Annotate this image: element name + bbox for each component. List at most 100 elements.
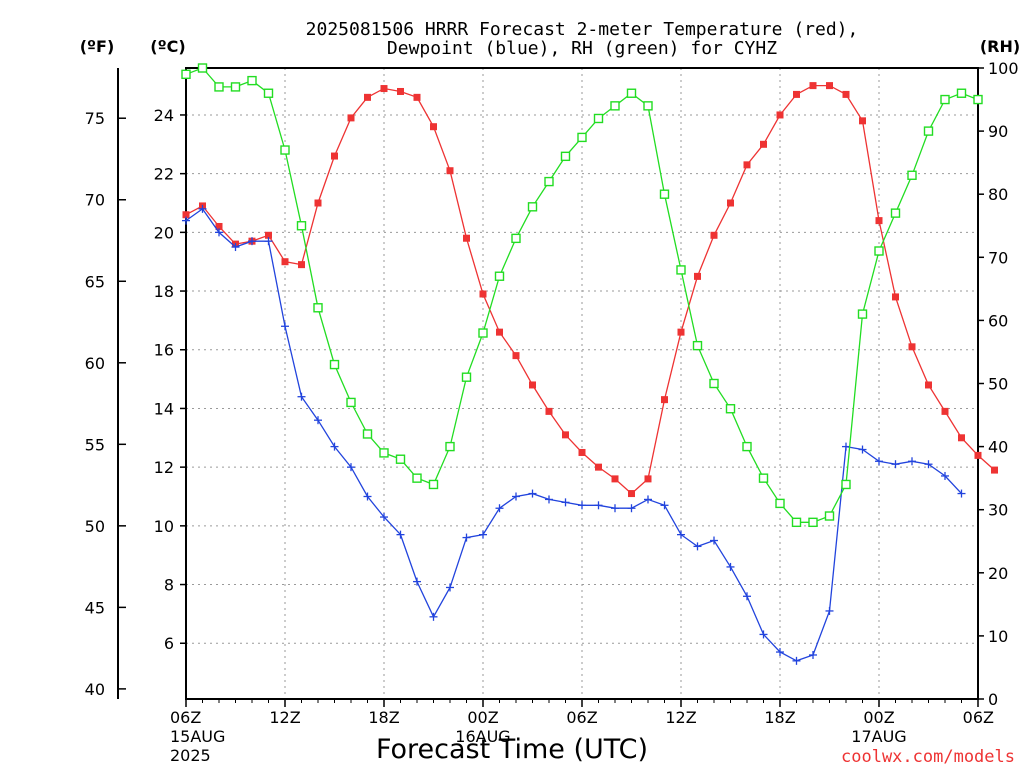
temperature-point	[496, 328, 503, 336]
date-label: 16AUG	[455, 727, 510, 746]
dewpoint-point	[594, 501, 603, 510]
rh-point	[923, 126, 934, 136]
rh-point	[791, 517, 802, 528]
dewpoint-point	[677, 530, 685, 539]
rh-point	[659, 189, 670, 199]
rh-point	[775, 498, 785, 509]
time-tick-label: 06Z	[566, 708, 597, 727]
rh-tick-label: 10	[988, 627, 1008, 646]
rh-point	[247, 75, 257, 86]
temperature-point	[644, 475, 652, 483]
rh-point	[461, 372, 472, 382]
temperature-point	[512, 352, 520, 360]
x-axis-label: Forecast Time (UTC)	[376, 734, 648, 765]
temperature-point	[793, 90, 800, 98]
dewpoint-point	[479, 530, 487, 539]
rh-point	[379, 448, 389, 458]
rh-point	[610, 101, 620, 111]
dewpoint-point	[693, 542, 702, 551]
rh-point	[692, 340, 703, 351]
rh-point	[742, 441, 752, 452]
temperature-point	[974, 451, 982, 459]
chart-title-line1: 2025081506 HRRR Forecast 2-meter Tempera…	[306, 19, 859, 40]
temperature-point	[925, 381, 932, 389]
rh-point	[808, 517, 818, 528]
rh-tick-label: 80	[988, 185, 1008, 204]
temperature-point	[628, 490, 635, 498]
rh-tick-label: 20	[988, 564, 1008, 583]
rh-point	[313, 303, 323, 313]
time-tick-label: 06Z	[170, 708, 201, 727]
temperature-point	[331, 152, 338, 160]
fahrenheit-tick-label: 50	[85, 517, 105, 536]
fahrenheit-tick-label: 60	[85, 354, 105, 373]
dewpoint-point	[528, 489, 537, 498]
temperature-point	[182, 211, 190, 219]
dewpoint-point	[644, 495, 652, 504]
dewpoint-point	[446, 583, 454, 592]
rh-point	[643, 101, 653, 111]
temperature-point	[842, 90, 850, 98]
time-tick-label: 18Z	[368, 708, 399, 727]
temperature-point	[661, 396, 668, 404]
dewpoint-point	[545, 495, 553, 504]
dewpoint-point	[248, 237, 256, 246]
temperature-point	[545, 407, 553, 415]
temperature-point	[710, 231, 718, 239]
rh-point	[478, 328, 488, 338]
temperature-point	[875, 217, 883, 225]
dewpoint-point	[264, 237, 273, 246]
series-dewpoint	[182, 204, 966, 665]
dewpoint-point	[182, 216, 190, 225]
time-tick-label: 18Z	[764, 708, 795, 727]
temperature-point	[215, 222, 223, 230]
rh-tick-label: 40	[988, 438, 1008, 457]
dewpoint-point	[330, 442, 339, 451]
rh-point	[494, 271, 505, 281]
celsius-tick-label: 16	[154, 341, 174, 360]
rh-point	[577, 132, 587, 143]
dewpoint-point	[462, 533, 471, 542]
dewpoint-point	[743, 592, 751, 601]
rh-point	[956, 88, 967, 98]
temperature-point	[991, 466, 998, 474]
dewpoint-point	[825, 606, 834, 615]
rh-point	[445, 441, 455, 452]
date-label: 15AUG	[170, 727, 225, 746]
dewpoint-point	[957, 489, 966, 498]
celsius-tick-label: 22	[154, 165, 174, 184]
temperature-point	[578, 448, 586, 456]
rh-point	[758, 473, 769, 483]
series-line	[185, 84, 995, 495]
dewpoint-point	[891, 460, 900, 469]
dewpoint-point	[363, 492, 372, 501]
dewpoint-point	[512, 492, 520, 501]
dewpoint-point	[858, 445, 867, 454]
temperature-point	[941, 407, 949, 415]
rh-point	[940, 94, 950, 105]
temperature-point	[364, 93, 371, 101]
rh-point	[296, 221, 307, 231]
dewpoint-point	[710, 536, 718, 545]
chart-title-line2: Dewpoint (blue), RH (green) for CYHZ	[387, 38, 777, 59]
time-tick-label: 12Z	[665, 708, 696, 727]
temperature-point	[595, 463, 602, 471]
fahrenheit-tick-label: 75	[85, 109, 105, 128]
rh-point	[890, 208, 901, 218]
dewpoint-point	[231, 243, 240, 252]
temperature-point	[265, 231, 272, 239]
dewpoint-point	[842, 442, 850, 451]
plot-frame	[185, 67, 979, 700]
rh-point	[362, 429, 373, 439]
dewpoint-point	[413, 577, 421, 586]
rh-point	[511, 233, 521, 244]
fahrenheit-tick-label: 40	[85, 680, 105, 699]
time-tick-label: 12Z	[269, 708, 300, 727]
rh-point	[857, 309, 868, 319]
dewpoint-point	[875, 457, 883, 466]
temperature-point	[760, 140, 767, 148]
temperature-point	[314, 199, 322, 207]
rh-point	[346, 397, 356, 408]
temperature-point	[677, 328, 685, 336]
